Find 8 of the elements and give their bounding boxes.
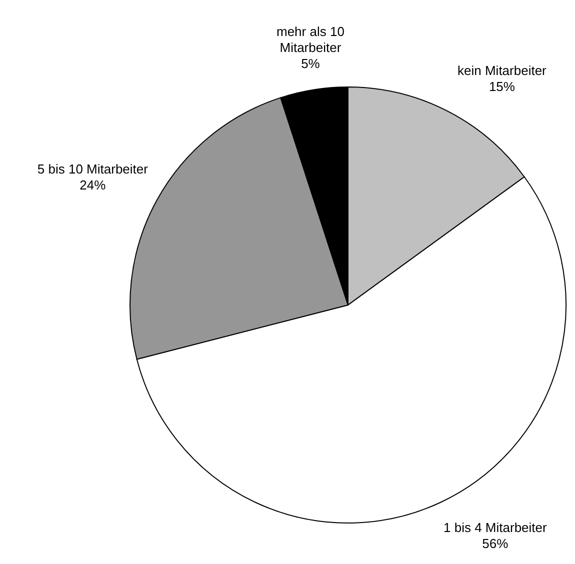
- slice-label: 1 bis 4 Mitarbeiter: [444, 520, 548, 536]
- slice-label: mehr als 10 Mitarbeiter: [276, 24, 344, 55]
- slice-label: kein Mitarbeiter: [458, 63, 548, 78]
- data-label: 56%: [482, 536, 509, 552]
- data-label: 24%: [80, 177, 106, 192]
- data-label: 5%: [301, 56, 320, 71]
- data-label: 15%: [488, 79, 516, 94]
- slice-label: 5 bis 10 Mitarbeiter: [37, 161, 149, 176]
